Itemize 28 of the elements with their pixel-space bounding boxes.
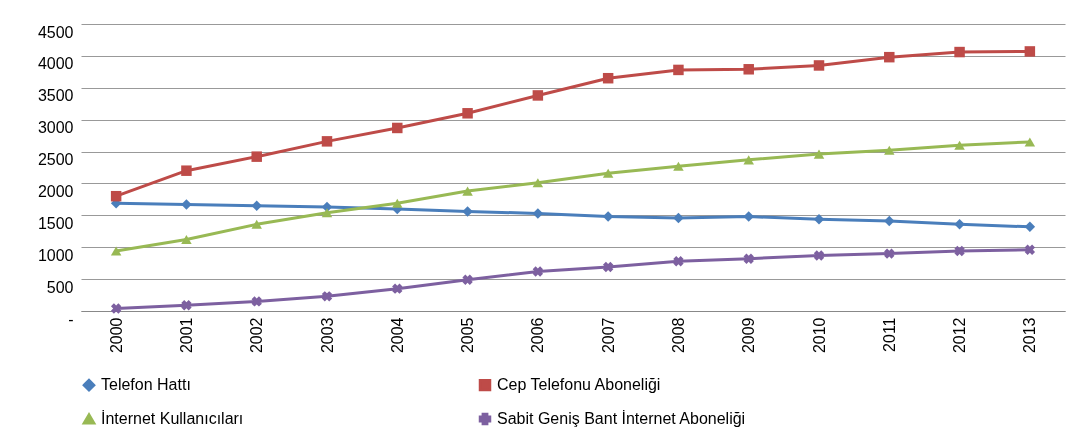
x-tick-label: 2013 xyxy=(1021,317,1039,354)
y-tick-label: 2500 xyxy=(37,151,74,169)
x-tick-label: 2011 xyxy=(880,317,898,352)
x-tick-label: 2006 xyxy=(529,317,547,354)
x-tick-label: 2000 xyxy=(107,317,125,354)
y-tick-label: 3000 xyxy=(37,119,74,137)
y-tick-label: 1500 xyxy=(37,214,74,232)
x-tick-label: 2005 xyxy=(459,317,477,354)
y-tick-label: 2000 xyxy=(37,182,74,200)
y-tick-label: 4500 xyxy=(37,23,74,41)
x-tick-label: 2002 xyxy=(248,317,266,354)
y-tick-label: 3500 xyxy=(37,87,74,105)
x-tick-label: 2003 xyxy=(318,317,336,354)
y-tick-label: 4000 xyxy=(37,55,74,73)
legend-label: İnternet Kullanıcıları xyxy=(101,409,244,427)
y-tick-label: 1000 xyxy=(37,246,74,264)
x-tick-label: 2009 xyxy=(740,317,758,354)
y-tick-label: 500 xyxy=(46,278,74,296)
x-tick-label: 2012 xyxy=(951,317,969,354)
legend-label: Cep Telefonu Aboneliği xyxy=(497,376,661,394)
y-tick-label: - xyxy=(68,310,74,328)
x-tick-label: 2007 xyxy=(599,317,617,354)
x-tick-label: 2001 xyxy=(177,317,195,354)
x-tick-label: 2004 xyxy=(388,317,406,354)
legend-label: Sabit Geniş Bant İnternet Aboneliği xyxy=(497,409,746,427)
legend-label: Telefon Hattı xyxy=(101,376,191,394)
x-tick-label: 2010 xyxy=(810,317,828,354)
x-tick-label: 2008 xyxy=(669,317,687,354)
